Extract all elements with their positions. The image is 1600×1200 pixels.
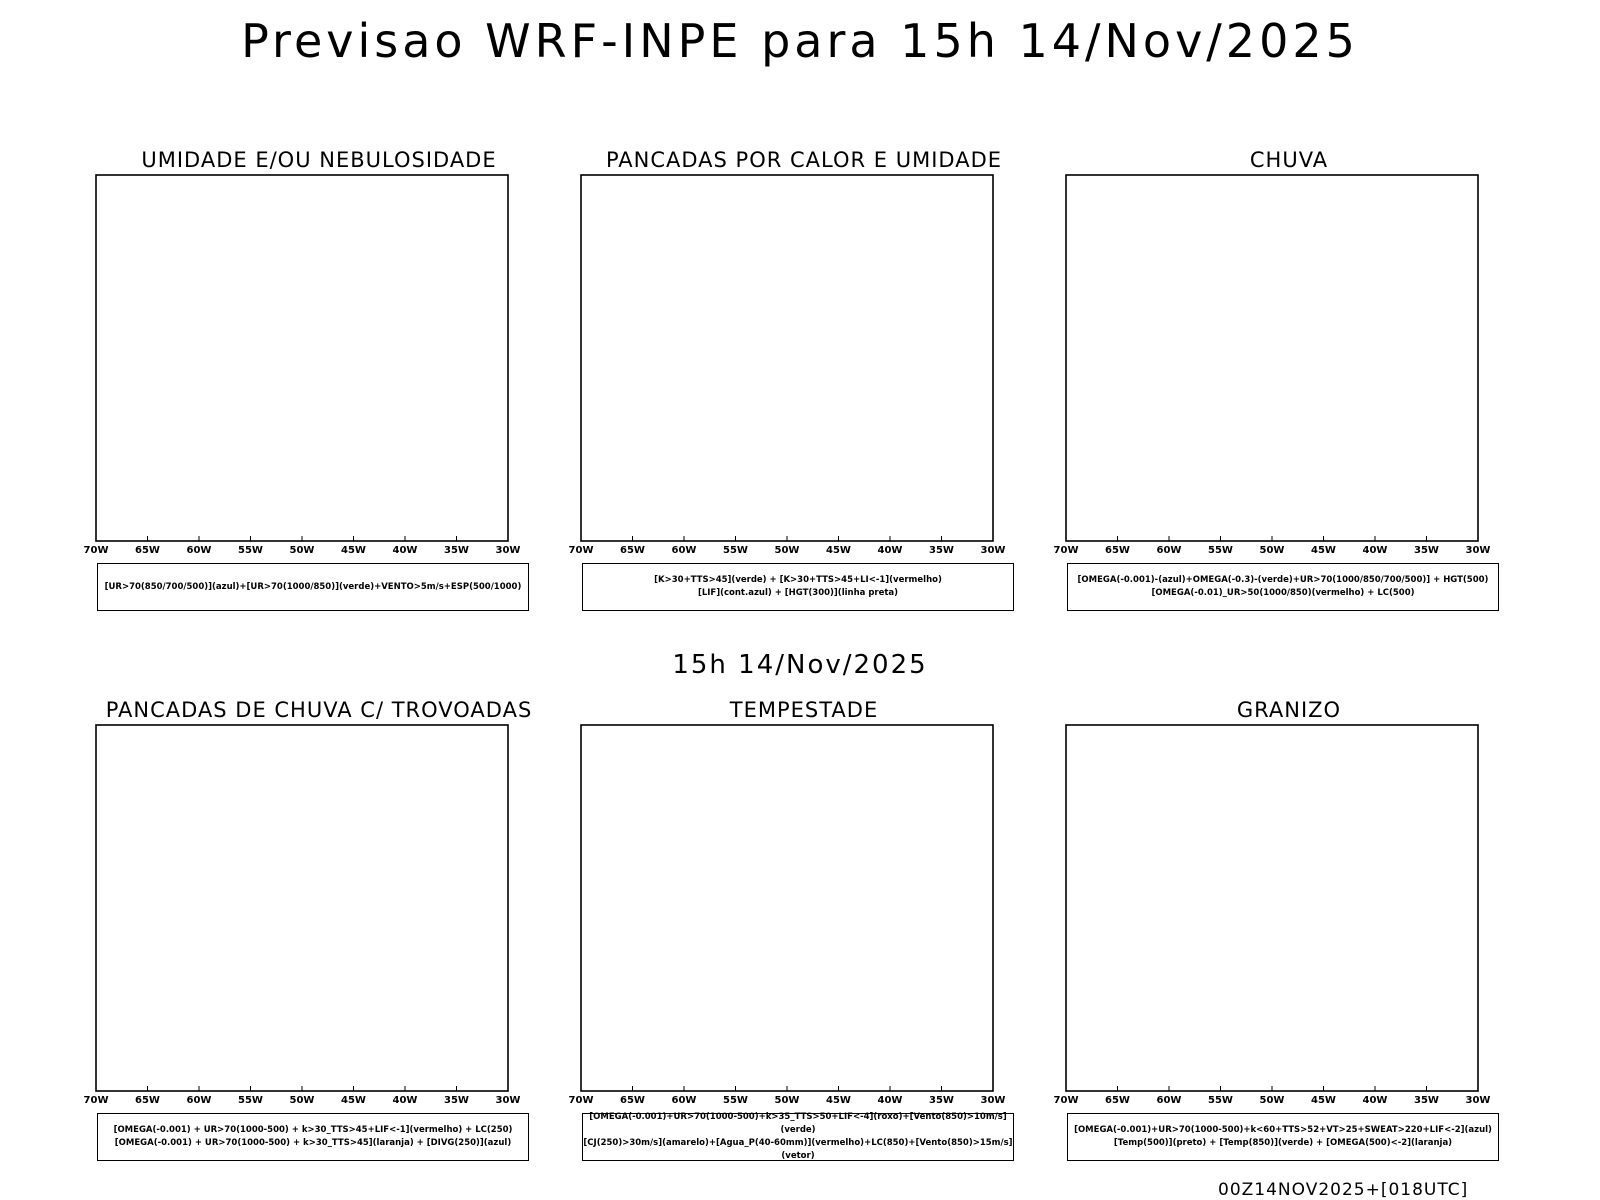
lon-label: 70W xyxy=(569,1095,593,1106)
lon-label: 35W xyxy=(929,545,954,556)
lon-label: 50W xyxy=(775,1095,800,1106)
lon-label: 50W xyxy=(290,545,315,556)
lon-label: 30W xyxy=(981,545,1006,556)
legend-box: [OMEGA(-0.001)+UR>70(1000-500)+k<60+TTS>… xyxy=(1067,1113,1499,1161)
map-plot: 1212121515-10121212S15S18S21S24S27S30S33… xyxy=(1054,724,1491,1106)
lon-label: 50W xyxy=(775,545,800,556)
lon-label: 40W xyxy=(393,1095,418,1106)
lon-label: 55W xyxy=(238,1095,263,1106)
panel-granizo: GRANIZO 1212121515-10121212S15S18S21S24S… xyxy=(1054,698,1524,1161)
lon-label: 70W xyxy=(84,1095,108,1106)
lon-label: 45W xyxy=(826,1095,851,1106)
legend-box: [OMEGA(-0.001)+UR>70(1000-500)+k>35_TTS>… xyxy=(582,1112,1014,1161)
map-frame xyxy=(580,174,994,542)
panel-umidade: UMIDADE E/OU NEBULOSIDADE 10081012101210… xyxy=(84,148,554,611)
lon-label: 65W xyxy=(1105,1095,1130,1106)
panel-tempestade: TEMPESTADE 60505040504012S15S18S21S24S27… xyxy=(569,698,1039,1161)
lon-label: 55W xyxy=(238,545,263,556)
lon-label: 40W xyxy=(878,545,903,556)
map-plot: 1008101210121016101610161016102010201020… xyxy=(84,174,521,556)
lon-label: 30W xyxy=(1466,1095,1491,1106)
panel-pancadas-calor: PANCADAS POR CALOR E UMIDADE 96009520944… xyxy=(569,148,1039,611)
map-plot: 9600952094409600952093609280920094409520… xyxy=(569,174,1006,556)
lon-label: 50W xyxy=(1260,545,1285,556)
lon-label: 55W xyxy=(723,545,748,556)
lon-label: 60W xyxy=(187,545,212,556)
legend-line: [OMEGA(-0.001) + UR>70(1000-500) + k>30_… xyxy=(113,1125,513,1135)
lon-label: 65W xyxy=(135,1095,160,1106)
panel-pancadas-trovoadas: PANCADAS DE CHUVA C/ TROVOADAS 12S15S18S… xyxy=(84,698,554,1161)
lon-label: 35W xyxy=(1414,545,1439,556)
lon-label: 50W xyxy=(290,1095,315,1106)
panel-title: UMIDADE E/OU NEBULOSIDADE xyxy=(141,148,497,172)
lon-label: 65W xyxy=(620,1095,645,1106)
valid-time-title: 15h 14/Nov/2025 xyxy=(672,650,928,680)
panel-title: PANCADAS DE CHUVA C/ TROVOADAS xyxy=(105,698,533,722)
lon-label: 35W xyxy=(929,1095,954,1106)
lon-label: 45W xyxy=(1311,545,1336,556)
lon-label: 60W xyxy=(187,1095,212,1106)
legend-box: [OMEGA(-0.001)-(azul)+OMEGA(-0.3)-(verde… xyxy=(1067,563,1499,611)
legend-line: [OMEGA(-0.001)+UR>70(1000-500)+k<60+TTS>… xyxy=(1074,1125,1492,1135)
model-run-label: 00Z14NOV2025+[018UTC] xyxy=(1218,1180,1469,1200)
lon-label: 40W xyxy=(878,1095,903,1106)
lon-label: 70W xyxy=(1054,1095,1078,1106)
lon-label: 30W xyxy=(496,1095,521,1106)
panel-title: PANCADAS POR CALOR E UMIDADE xyxy=(605,148,1003,172)
lon-label: 65W xyxy=(620,545,645,556)
main-title: Previsao WRF-INPE para 15h 14/Nov/2025 xyxy=(241,14,1359,68)
legend-line: [OMEGA(-0.001)+UR>70(1000-500)+k>35_TTS>… xyxy=(589,1112,1007,1135)
lon-label: 30W xyxy=(496,545,521,556)
lon-label: 45W xyxy=(341,1095,366,1106)
map-frame xyxy=(580,724,994,1092)
map-frame xyxy=(95,724,509,1092)
lon-label: 60W xyxy=(1157,1095,1182,1106)
panel-title: TEMPESTADE xyxy=(729,698,879,722)
legend-box: [OMEGA(-0.001) + UR>70(1000-500) + k>30_… xyxy=(97,1113,529,1161)
map-frame xyxy=(1065,724,1479,1092)
lon-label: 40W xyxy=(1363,545,1388,556)
lon-label: 55W xyxy=(723,1095,748,1106)
lon-label: 70W xyxy=(569,545,593,556)
legend-line: [K>30+TTS>45](verde) + [K>30+TTS>45+LI<-… xyxy=(654,575,942,585)
panel-title: CHUVA xyxy=(1249,148,1329,172)
legend-box: [UR>70(850/700/500)](azul)+[UR>70(1000/8… xyxy=(97,563,529,611)
legend-line: [UR>70(850/700/500)](azul)+[UR>70(1000/8… xyxy=(104,581,522,592)
lon-label: 45W xyxy=(341,545,366,556)
lon-label: 45W xyxy=(826,545,851,556)
lon-label: 40W xyxy=(1363,1095,1388,1106)
lon-label: 50W xyxy=(1260,1095,1285,1106)
lon-label: 60W xyxy=(672,545,697,556)
lon-label: 70W xyxy=(84,545,108,556)
lon-label: 35W xyxy=(444,1095,469,1106)
panel-title: GRANIZO xyxy=(1236,698,1342,722)
legend-line: [Temp(500)](preto) + [Temp(850)](verde) … xyxy=(1113,1138,1453,1148)
lon-label: 65W xyxy=(1105,545,1130,556)
lon-label: 45W xyxy=(1311,1095,1336,1106)
lon-label: 70W xyxy=(1054,545,1078,556)
lon-label: 35W xyxy=(1414,1095,1439,1106)
lon-label: 55W xyxy=(1208,545,1233,556)
map-plot: 12S15S18S21S24S27S30S33S36S39S42S70W65W6… xyxy=(84,724,521,1106)
legend-line: [OMEGA(-0.001)-(azul)+OMEGA(-0.3)-(verde… xyxy=(1077,575,1489,585)
lon-label: 30W xyxy=(981,1095,1006,1106)
lon-label: 30W xyxy=(1466,545,1491,556)
legend-line: [OMEGA(-0.001) + UR>70(1000-500) + k>30_… xyxy=(114,1138,512,1148)
map-frame xyxy=(1065,174,1479,542)
lon-label: 35W xyxy=(444,545,469,556)
lon-label: 55W xyxy=(1208,1095,1233,1106)
lon-label: 60W xyxy=(1157,545,1182,556)
map-plot: 58258258257957657357056756456112S15S18S2… xyxy=(1054,174,1491,556)
legend-box: [K>30+TTS>45](verde) + [K>30+TTS>45+LI<-… xyxy=(582,563,1014,611)
legend-line: [LIF](cont.azul) + [HGT(300)](linha pret… xyxy=(697,588,899,598)
lon-label: 60W xyxy=(672,1095,697,1106)
panel-chuva: CHUVA 58258258257957657357056756456112S1… xyxy=(1054,148,1524,611)
legend-line: [CJ(250)>30m/s](amarelo)+[Agua_P(40-60mm… xyxy=(583,1138,1013,1161)
legend-line: [OMEGA(-0.01)_UR>50(1000/850)(vermelho) … xyxy=(1151,588,1415,598)
map-plot: 60505040504012S15S18S21S24S27S30S33S36S3… xyxy=(569,724,1006,1106)
lon-label: 40W xyxy=(393,545,418,556)
map-frame xyxy=(95,174,509,542)
lon-label: 65W xyxy=(135,545,160,556)
